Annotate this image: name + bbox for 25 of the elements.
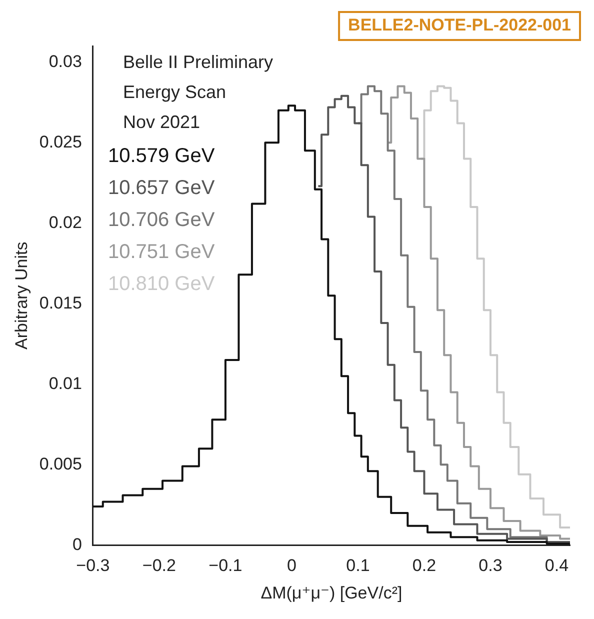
y-tick-label: 0.03 [48,52,82,71]
y-tick-label: 0 [72,534,82,554]
x-tick-label: 0 [286,556,296,576]
x-tick-label: −0.2 [142,556,176,576]
text: BELLE2-NOTE-PL-2022-001 [348,16,571,35]
x-tick-label: 0.1 [346,556,370,576]
text: 10.751 GeV [108,241,216,263]
annotation: Nov 2021 [122,112,200,132]
x-tick-label: 0.4 [544,556,569,576]
x-tick-label: 0.2 [412,556,436,576]
y-tick-label: 0.015 [39,293,82,312]
annotation: Belle II Preliminary [122,52,273,72]
y-axis-title: Arbitrary Units [12,242,31,350]
y-tick-label: 0.025 [39,132,82,152]
x-axis-title: ΔM(μ⁺μ⁻) [GeV/c²] [260,583,402,602]
x-tick-label: −0.1 [208,556,242,576]
text: 10.657 GeV [108,177,216,199]
x-tick-label: −0.3 [76,556,110,576]
y-tick-label: 0.01 [48,374,82,393]
annotation: Energy Scan [122,82,226,102]
x-tick-label: 0.3 [478,556,502,576]
y-tick-label: 0.005 [39,454,82,474]
text: 10.579 GeV [108,145,216,167]
y-tick-label: 0.02 [48,212,82,232]
text: 10.706 GeV [108,209,216,231]
